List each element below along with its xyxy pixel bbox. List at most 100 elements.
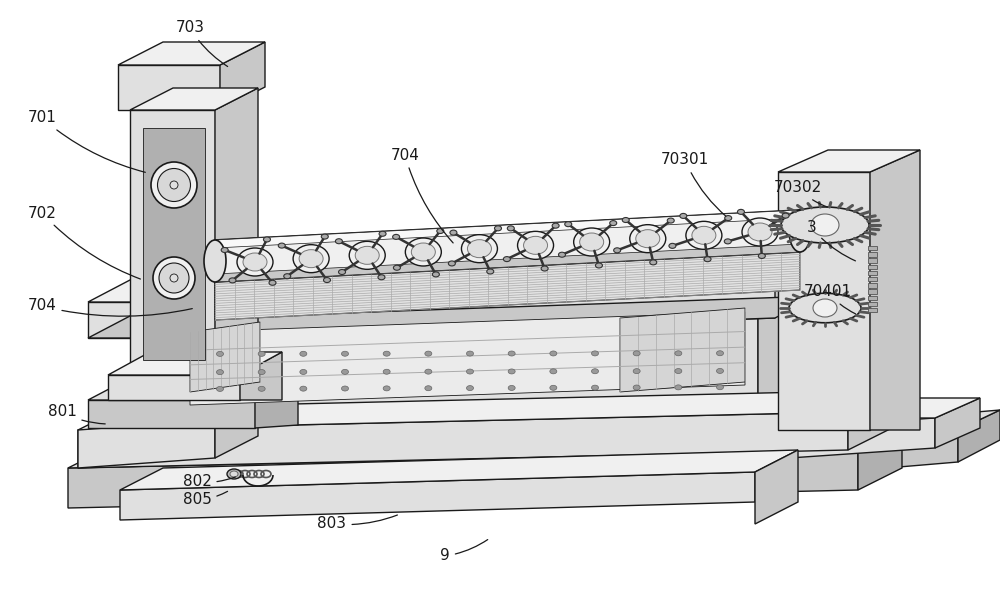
Polygon shape	[108, 352, 282, 375]
Ellipse shape	[204, 240, 226, 282]
Polygon shape	[130, 110, 215, 375]
Ellipse shape	[393, 265, 400, 270]
Ellipse shape	[742, 218, 778, 246]
Ellipse shape	[507, 226, 514, 231]
Text: 703: 703	[176, 21, 228, 66]
Polygon shape	[760, 418, 935, 460]
Ellipse shape	[552, 223, 559, 228]
Ellipse shape	[461, 235, 497, 263]
Polygon shape	[255, 378, 298, 428]
Polygon shape	[88, 316, 258, 338]
Polygon shape	[848, 390, 892, 450]
Ellipse shape	[170, 274, 178, 282]
Ellipse shape	[450, 230, 457, 235]
Ellipse shape	[230, 471, 238, 477]
Polygon shape	[88, 302, 215, 338]
Ellipse shape	[633, 385, 640, 390]
Ellipse shape	[813, 299, 837, 317]
Ellipse shape	[153, 257, 195, 299]
Polygon shape	[190, 322, 260, 392]
Ellipse shape	[667, 218, 674, 223]
Ellipse shape	[237, 248, 273, 276]
Ellipse shape	[393, 235, 400, 239]
Polygon shape	[215, 260, 818, 302]
Ellipse shape	[324, 277, 331, 283]
Ellipse shape	[675, 368, 682, 373]
Ellipse shape	[494, 226, 501, 231]
Ellipse shape	[487, 269, 494, 274]
Bar	[868, 277, 877, 282]
Bar	[868, 258, 877, 263]
Text: 704: 704	[391, 148, 453, 243]
Polygon shape	[88, 378, 298, 400]
Ellipse shape	[758, 253, 765, 259]
Ellipse shape	[258, 352, 265, 356]
Ellipse shape	[503, 257, 510, 262]
Ellipse shape	[633, 368, 640, 374]
Ellipse shape	[269, 280, 276, 285]
Ellipse shape	[466, 385, 474, 391]
Polygon shape	[858, 428, 902, 490]
Ellipse shape	[342, 351, 349, 356]
Polygon shape	[215, 88, 258, 375]
Ellipse shape	[675, 385, 682, 390]
Ellipse shape	[508, 369, 515, 374]
Polygon shape	[88, 280, 258, 302]
Ellipse shape	[508, 351, 515, 356]
Ellipse shape	[550, 369, 557, 374]
Ellipse shape	[216, 387, 224, 391]
Text: 801: 801	[48, 405, 105, 424]
Bar	[868, 302, 877, 306]
Polygon shape	[78, 390, 892, 430]
Text: 805: 805	[183, 491, 228, 508]
Ellipse shape	[592, 385, 598, 390]
Polygon shape	[68, 428, 902, 468]
Polygon shape	[118, 42, 265, 65]
Text: 702: 702	[28, 206, 140, 279]
Polygon shape	[220, 42, 265, 110]
Ellipse shape	[448, 261, 455, 266]
Bar	[868, 252, 877, 257]
Polygon shape	[870, 150, 920, 430]
Polygon shape	[178, 300, 758, 415]
Ellipse shape	[811, 214, 839, 236]
Ellipse shape	[425, 386, 432, 391]
Polygon shape	[778, 172, 870, 430]
Text: 701: 701	[28, 110, 145, 172]
Ellipse shape	[704, 257, 711, 262]
Polygon shape	[215, 244, 800, 282]
Polygon shape	[215, 210, 800, 282]
Polygon shape	[215, 296, 818, 338]
Ellipse shape	[170, 181, 178, 189]
Ellipse shape	[592, 369, 598, 374]
Ellipse shape	[158, 168, 190, 201]
Ellipse shape	[630, 225, 666, 253]
Ellipse shape	[383, 386, 390, 391]
Bar	[868, 295, 877, 300]
Ellipse shape	[636, 230, 660, 248]
Text: 70301: 70301	[661, 153, 726, 216]
Polygon shape	[215, 210, 800, 248]
Polygon shape	[215, 398, 258, 458]
Polygon shape	[935, 398, 980, 448]
Ellipse shape	[229, 278, 236, 283]
Polygon shape	[745, 430, 958, 480]
Polygon shape	[78, 412, 848, 468]
Ellipse shape	[300, 386, 307, 391]
Bar	[868, 308, 877, 312]
Ellipse shape	[378, 275, 385, 280]
Ellipse shape	[227, 469, 241, 479]
Polygon shape	[108, 375, 240, 400]
Ellipse shape	[293, 245, 329, 273]
Ellipse shape	[216, 352, 224, 356]
Bar	[868, 289, 877, 294]
Polygon shape	[130, 88, 258, 110]
Ellipse shape	[565, 222, 572, 227]
Polygon shape	[68, 450, 858, 508]
Ellipse shape	[716, 368, 724, 373]
Text: 9: 9	[440, 540, 488, 563]
Ellipse shape	[782, 213, 789, 218]
Bar	[868, 283, 877, 288]
Polygon shape	[758, 278, 800, 418]
Ellipse shape	[321, 234, 328, 239]
